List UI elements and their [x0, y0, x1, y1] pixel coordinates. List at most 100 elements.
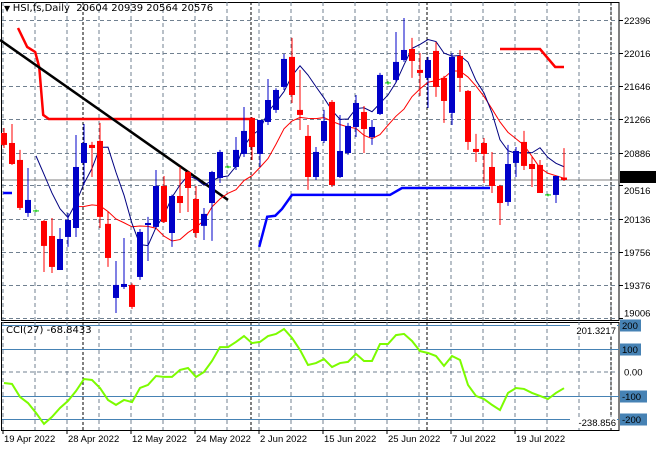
date-axis-label: 7 Jul 2022: [452, 434, 496, 445]
low-value: 20564: [146, 3, 179, 14]
price-axis-label: 22016: [624, 49, 650, 60]
candle-bull: [121, 283, 127, 287]
candle-bull: [505, 163, 511, 202]
candle-bear: [497, 185, 503, 204]
candle-bull: [337, 150, 343, 177]
price-axis-label: 19006: [624, 309, 650, 320]
moving-average-slow: [75, 70, 565, 242]
support-line: [257, 186, 490, 248]
current-price-label: 20576: [623, 172, 649, 183]
candle-bear: [329, 101, 335, 185]
candle-bull: [553, 175, 559, 195]
price-axis-label: 20886: [624, 149, 650, 160]
candle-bear: [193, 198, 199, 233]
candle-bear: [521, 141, 527, 166]
cci-level-badge: [620, 343, 641, 356]
date-axis-label: 19 Apr 2022: [4, 434, 55, 445]
candle-bear: [465, 90, 471, 142]
chart-header: ▼ HSI,fs,Daily 20604 20939 20564 20576: [4, 3, 213, 14]
candle-bull: [73, 166, 79, 228]
candle-bull: [241, 130, 247, 154]
price-axis-label: 21646: [624, 82, 650, 93]
candle-bear: [105, 223, 111, 258]
candle-bear: [249, 117, 255, 148]
candle-bull: [377, 74, 383, 114]
candle-bear: [481, 142, 487, 154]
cci-max-label-bg: [570, 325, 617, 336]
date-axis-label: 2 Jun 2022: [260, 434, 307, 445]
candle-bull: [257, 119, 263, 154]
triangle-down-icon[interactable]: ▼: [4, 4, 13, 13]
date-axis-label: 15 Jun 2022: [324, 434, 376, 445]
cci-value: -68.8433: [46, 325, 92, 336]
candle-bear: [9, 142, 15, 164]
cci-level-label: 200: [622, 321, 638, 332]
cci-level-label: -100: [622, 392, 641, 403]
price-axis-label: 20516: [624, 186, 650, 197]
candle-bull: [145, 222, 151, 225]
candle-bear: [289, 56, 295, 95]
candle-bear: [129, 284, 135, 307]
moving-average-fast: [35, 39, 565, 247]
candle-bull: [209, 171, 215, 204]
candle-bear: [17, 159, 23, 208]
candle-bull: [137, 231, 143, 277]
current-price-badge: [620, 170, 656, 183]
date-axis-label: 28 Apr 2022: [68, 434, 119, 445]
candle-bear: [489, 166, 495, 186]
candle-bear: [89, 144, 95, 148]
cci-min-label-bg: [570, 417, 617, 428]
candle-bull: [25, 199, 31, 213]
candle-bear: [361, 111, 367, 130]
candle-bull: [425, 59, 431, 78]
resistance-line: [500, 47, 564, 69]
candle-bear: [1, 132, 7, 145]
candle-bear: [305, 135, 311, 177]
candle-bull: [57, 238, 63, 271]
candle-bull: [81, 142, 87, 163]
price-axis-label: 22396: [624, 16, 650, 27]
cci-level-badge: [620, 413, 647, 426]
candle-bull: [345, 125, 351, 154]
candle-bear: [441, 77, 447, 101]
candle-bear: [97, 140, 103, 217]
candle-bear: [177, 195, 183, 204]
price-axis-label: 20136: [624, 215, 650, 226]
candle-bull: [393, 61, 399, 80]
candle-bull: [113, 284, 119, 298]
candle-bull: [65, 219, 71, 237]
candle-bull: [313, 151, 319, 177]
cci-name: CCI(27): [6, 325, 44, 336]
date-axis-label: 19 Jul 2022: [516, 434, 565, 445]
cci-max-label: 201.3217: [576, 326, 616, 337]
candle-bull: [401, 49, 407, 60]
candle-bear: [537, 164, 543, 193]
date-axis-label: 12 May 2022: [132, 434, 187, 445]
high-value: 20939: [111, 3, 144, 14]
candle-bear: [409, 49, 415, 61]
candle-bull: [369, 126, 375, 138]
candle-bear: [561, 177, 567, 180]
candle-bear: [185, 171, 191, 188]
date-axis-label: 24 May 2022: [196, 434, 251, 445]
price-axis-label: 19756: [624, 248, 650, 259]
candle-bull: [265, 99, 271, 122]
symbol-label: HSI,fs,Daily: [12, 3, 70, 14]
cci-level-label: 100: [622, 345, 638, 356]
date-axis-label: 25 Jun 2022: [388, 434, 440, 445]
cci-min-label: -238.856: [578, 418, 616, 429]
candle-bull: [233, 149, 239, 167]
candle-bull: [513, 150, 519, 163]
candle-bull: [153, 185, 159, 227]
candle-bear: [457, 55, 463, 78]
cci-level-badge: [620, 319, 641, 332]
candle-bear: [529, 163, 535, 169]
candle-bull: [321, 121, 327, 141]
open-value: 20604: [76, 3, 109, 14]
candle-bear: [433, 50, 439, 87]
candle-bear: [473, 148, 479, 152]
candle-bear: [161, 185, 167, 222]
main-panel-frame: [1, 2, 620, 321]
